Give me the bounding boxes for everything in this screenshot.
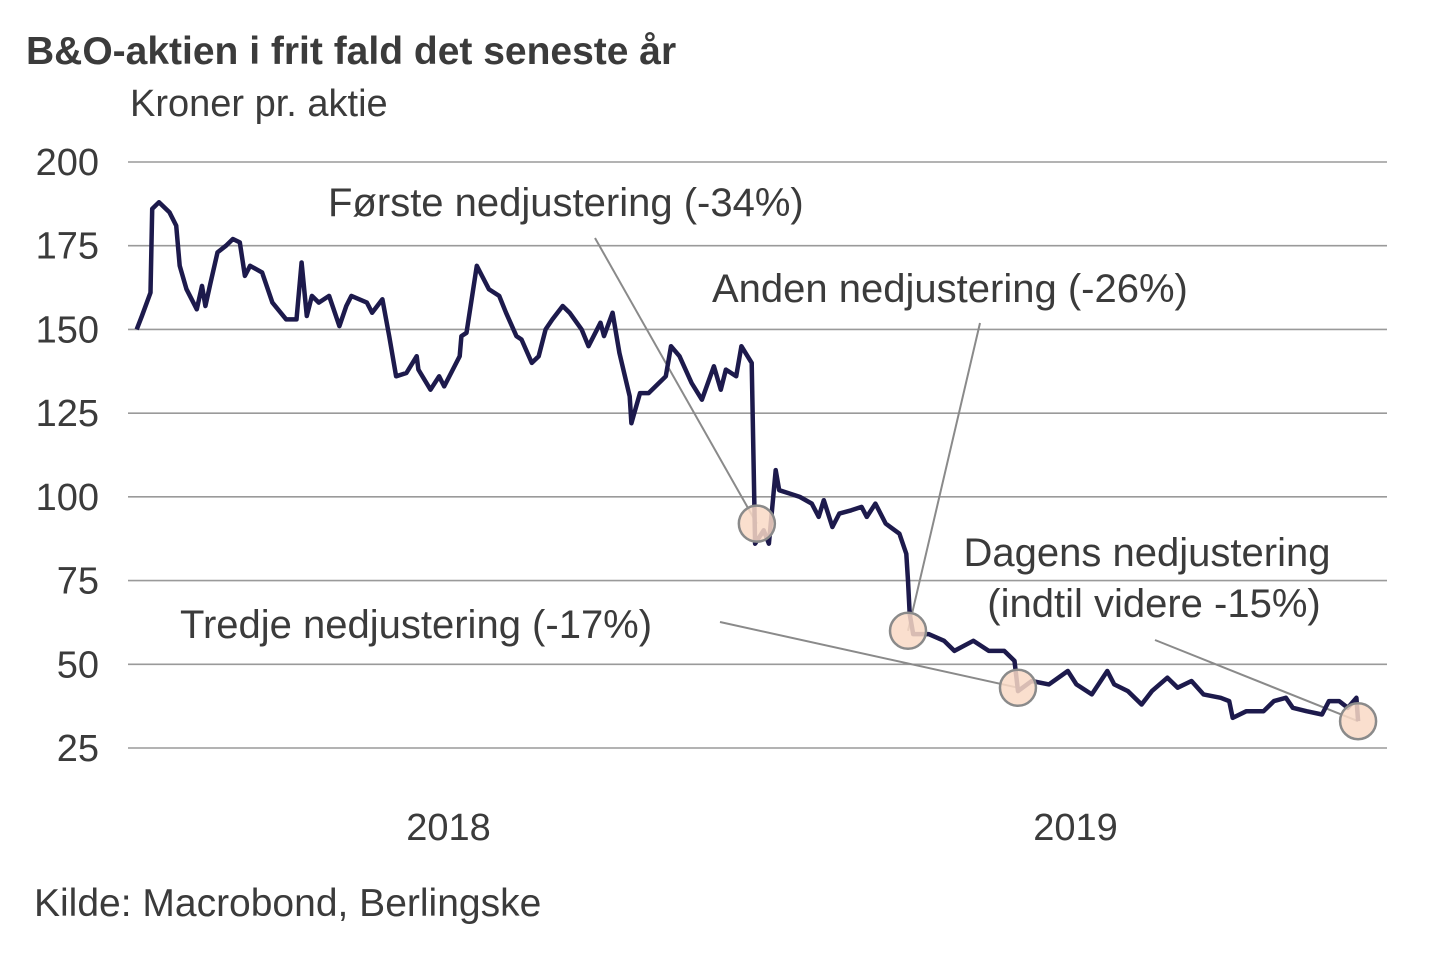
x-tick-label: 2018 xyxy=(406,807,491,849)
annotation-markers xyxy=(737,504,1378,741)
y-tick-label: 150 xyxy=(36,309,99,351)
x-tick-label: 2019 xyxy=(1033,807,1118,849)
annotation-leader-line xyxy=(719,621,1019,689)
x-axis-ticks: 2018 2019 xyxy=(406,807,1118,849)
annotation-todays-downgrade: Dagens nedjustering xyxy=(964,531,1331,575)
y-tick-label: 200 xyxy=(36,142,99,184)
y-tick-label: 75 xyxy=(57,561,99,603)
y-tick-label: 50 xyxy=(57,644,99,686)
annotation-todays-downgrade-detail: (indtil videre -15%) xyxy=(987,582,1320,626)
annotation-first-downgrade: Første nedjustering (-34%) xyxy=(328,181,804,225)
y-tick-label: 125 xyxy=(36,393,99,435)
annotation-marker xyxy=(998,668,1038,707)
annotation-marker xyxy=(1338,701,1378,741)
annotation-leader-line xyxy=(907,322,981,632)
source-note: Kilde: Macrobond, Berlingske xyxy=(34,882,541,925)
annotation-marker xyxy=(888,611,928,651)
annotations: Første nedjustering (-34%) Anden nedjust… xyxy=(180,181,1330,647)
chart-title: B&O-aktien i frit fald det seneste år xyxy=(26,30,676,73)
y-axis-label: Kroner pr. aktie xyxy=(130,83,388,125)
annotation-marker xyxy=(737,504,777,543)
price-series-line xyxy=(134,199,1361,722)
y-tick-label: 100 xyxy=(36,477,99,519)
annotation-second-downgrade: Anden nedjustering (-26%) xyxy=(712,267,1188,311)
y-tick-label: 175 xyxy=(36,226,99,268)
y-axis-ticks: 200 175 150 125 100 75 50 25 xyxy=(36,142,99,770)
gridlines xyxy=(128,161,1387,749)
y-tick-label: 25 xyxy=(57,728,99,770)
annotation-third-downgrade: Tredje nedjustering (-17%) xyxy=(180,603,652,647)
annotation-leader-line xyxy=(594,237,758,525)
